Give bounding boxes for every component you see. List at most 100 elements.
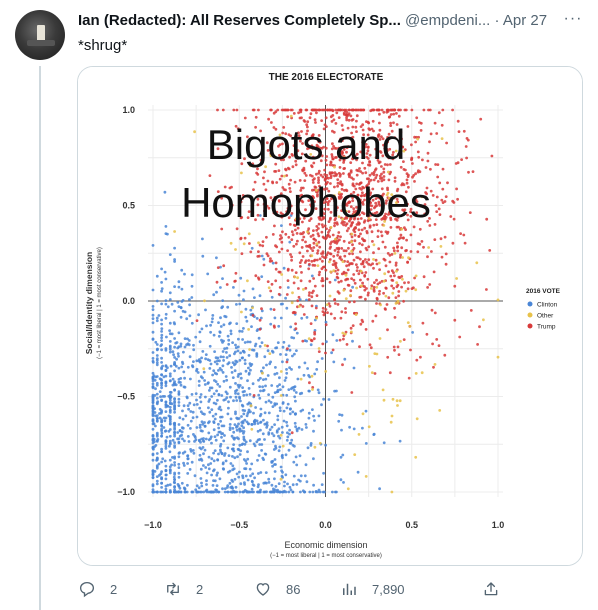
data-point-clinton — [198, 358, 201, 361]
handle[interactable]: @empdeni... — [405, 12, 491, 29]
data-point-trump — [285, 210, 289, 214]
data-point-trump — [327, 231, 330, 234]
data-point-clinton — [324, 320, 328, 324]
data-point-other — [402, 149, 406, 153]
data-point-trump — [387, 115, 391, 119]
data-point-clinton — [275, 490, 279, 493]
data-point-clinton — [333, 278, 337, 282]
data-point-trump — [327, 176, 330, 180]
data-point-clinton — [199, 477, 203, 480]
data-point-clinton — [177, 285, 181, 289]
reply-button[interactable]: 2 — [78, 578, 117, 600]
data-point-other — [391, 291, 395, 295]
data-point-trump — [296, 299, 300, 303]
data-point-clinton — [302, 373, 306, 377]
data-point-clinton — [195, 369, 198, 373]
data-point-trump — [321, 265, 325, 269]
reply-icon — [79, 581, 95, 598]
data-point-trump — [366, 293, 370, 297]
data-point-trump — [305, 123, 309, 127]
data-point-clinton — [243, 390, 246, 393]
data-point-trump — [333, 224, 336, 228]
data-point-clinton — [228, 385, 232, 389]
data-point-trump — [348, 300, 351, 304]
data-point-clinton — [179, 315, 183, 319]
data-point-clinton — [331, 333, 335, 337]
data-point-trump — [361, 259, 365, 263]
data-point-trump — [265, 252, 269, 256]
data-point-trump — [334, 156, 337, 159]
data-point-clinton — [185, 395, 189, 399]
data-point-trump — [258, 243, 262, 247]
data-point-trump — [277, 292, 281, 296]
data-point-clinton — [246, 457, 250, 461]
more-options-icon[interactable]: ··· — [563, 10, 583, 27]
data-point-clinton — [209, 437, 212, 440]
data-point-trump — [313, 118, 317, 122]
data-point-trump — [425, 332, 429, 336]
data-point-clinton — [258, 294, 262, 298]
data-point-clinton — [211, 414, 215, 418]
tweet-date[interactable]: Apr 27 — [502, 12, 548, 29]
display-name[interactable]: Ian (Redacted): All Reserves Completely … — [78, 12, 401, 29]
data-point-clinton — [316, 360, 319, 364]
data-point-clinton — [176, 301, 180, 304]
data-point-trump — [269, 108, 272, 112]
data-point-trump — [396, 187, 400, 191]
avatar[interactable] — [15, 10, 65, 60]
data-point-clinton — [254, 406, 257, 409]
data-point-clinton — [356, 470, 360, 474]
data-point-clinton — [243, 358, 247, 362]
data-point-clinton — [211, 317, 214, 320]
data-point-clinton — [343, 357, 347, 361]
data-point-clinton — [151, 394, 155, 398]
data-point-clinton — [206, 272, 210, 276]
data-point-trump — [341, 363, 344, 367]
data-point-trump — [338, 256, 342, 260]
data-point-clinton — [291, 490, 295, 494]
data-point-clinton — [186, 454, 189, 458]
data-point-clinton — [235, 425, 238, 429]
data-point-trump — [235, 227, 239, 231]
share-button[interactable] — [482, 578, 514, 600]
data-point-trump — [389, 170, 392, 174]
data-point-trump — [380, 172, 383, 176]
data-point-clinton — [239, 399, 242, 403]
views-button[interactable]: 7,890 — [340, 578, 405, 600]
data-point-clinton — [173, 356, 176, 359]
data-point-clinton — [173, 407, 176, 411]
data-point-clinton — [259, 316, 263, 320]
data-point-trump — [462, 129, 466, 133]
retweet-button[interactable]: 2 — [164, 578, 203, 600]
data-point-trump — [386, 328, 389, 332]
data-point-trump — [397, 353, 401, 356]
data-point-trump — [256, 197, 260, 201]
data-point-trump — [286, 108, 290, 112]
data-point-trump — [328, 280, 332, 284]
data-point-clinton — [229, 332, 233, 336]
data-point-clinton — [270, 295, 274, 299]
data-point-trump — [378, 268, 381, 271]
data-point-clinton — [182, 486, 186, 490]
data-point-clinton — [155, 361, 159, 365]
data-point-other — [420, 371, 424, 375]
like-button[interactable]: 86 — [254, 578, 300, 600]
data-point-clinton — [243, 409, 247, 412]
data-point-trump — [352, 273, 356, 276]
data-point-clinton — [160, 281, 163, 284]
data-point-trump — [385, 110, 389, 114]
data-point-other — [280, 273, 284, 276]
data-point-trump — [375, 142, 379, 145]
data-point-trump — [376, 282, 380, 286]
data-point-clinton — [160, 336, 163, 340]
data-point-trump — [348, 252, 351, 256]
data-point-trump — [286, 115, 290, 119]
data-point-clinton — [190, 393, 194, 396]
data-point-trump — [356, 256, 360, 260]
data-point-trump — [358, 345, 361, 349]
x-tick-label: 0.0 — [319, 520, 332, 530]
data-point-clinton — [204, 353, 208, 356]
data-point-trump — [399, 255, 402, 259]
tweet-image[interactable]: THE 2016 ELECTORATE −1.0 −0.5 0.0 0.5 1.0 1.0… — [77, 66, 583, 566]
data-point-clinton — [181, 309, 185, 313]
